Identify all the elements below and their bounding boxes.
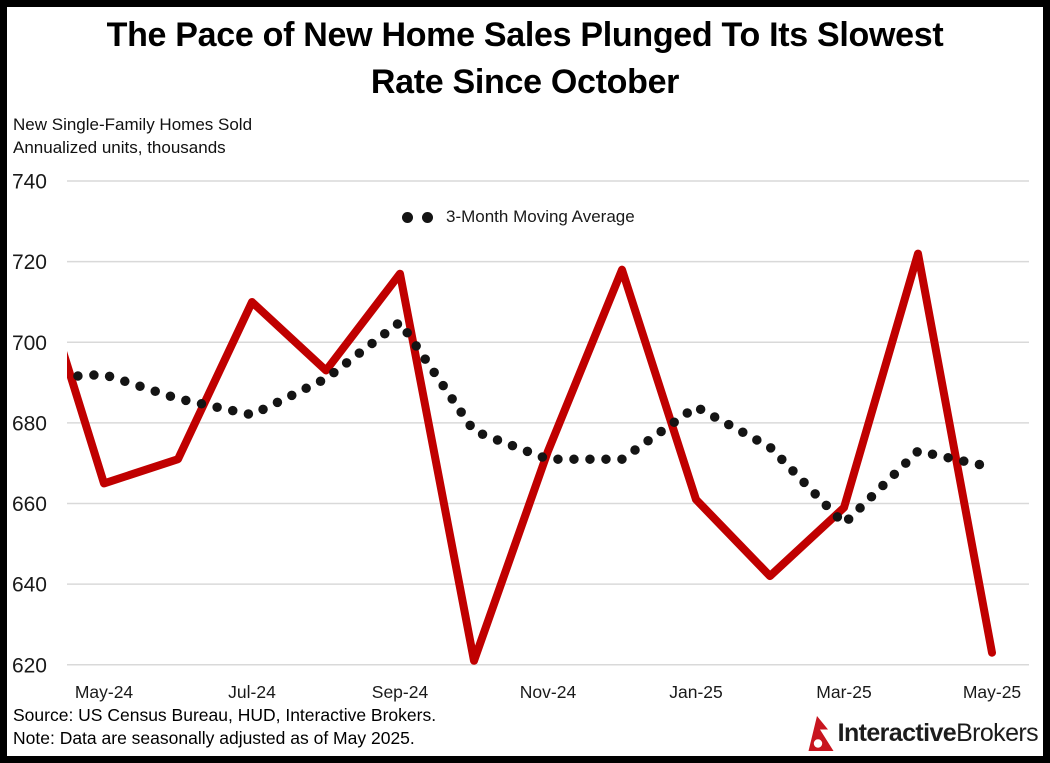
interactive-brokers-logo: InteractiveBrokers xyxy=(807,716,1039,751)
legend-moving-average: 3-Month Moving Average xyxy=(402,206,635,228)
source-note: Source: US Census Bureau, HUD, Interacti… xyxy=(13,705,437,725)
sales-line-series xyxy=(67,249,996,665)
legend-dot-icon xyxy=(422,211,433,223)
footnotes: Source: US Census Bureau, HUD, Interacti… xyxy=(13,704,436,749)
logo-wordmark: InteractiveBrokers xyxy=(837,719,1039,747)
line-chart: 620 640 660 680 700 720 740 May-24 Jul-24 Sep-24 N… xyxy=(12,171,1029,702)
chart-title-line-2: Rate Since October xyxy=(370,63,680,101)
chart-subtitle: New Single-Family Homes Sold Annualized … xyxy=(13,113,252,159)
chart-title-line-1: The Pace of New Home Sales Plunged To It… xyxy=(106,16,944,54)
x-tick-label: Jan-25 xyxy=(669,682,723,702)
x-tick-label: Nov-24 xyxy=(520,682,577,702)
legend-label: 3-Month Moving Average xyxy=(446,207,635,226)
legend-dot-icon xyxy=(402,211,413,223)
ib-spinnaker-icon xyxy=(808,716,834,751)
y-axis-tick-labels: 620 640 660 680 700 720 740 xyxy=(12,171,47,678)
gridlines xyxy=(67,180,1029,666)
subtitle-units: Annualized units, thousands xyxy=(13,138,226,157)
plot-area xyxy=(67,249,997,665)
x-tick-label: May-24 xyxy=(75,682,134,702)
adjustment-note: Note: Data are seasonally adjusted as of… xyxy=(13,727,415,748)
x-tick-label: Mar-25 xyxy=(816,682,871,702)
logo-word-brokers: Brokers xyxy=(956,719,1039,747)
y-tick-label: 700 xyxy=(12,332,47,355)
x-tick-label: May-25 xyxy=(963,682,1021,702)
moving-average-series xyxy=(67,317,997,529)
y-tick-label: 720 xyxy=(12,251,47,274)
y-tick-label: 680 xyxy=(12,412,47,435)
y-tick-label: 740 xyxy=(12,171,47,194)
x-tick-label: Jul-24 xyxy=(228,682,276,702)
x-tick-label: Sep-24 xyxy=(372,682,429,702)
y-tick-label: 640 xyxy=(12,574,47,597)
subtitle-series-name: New Single-Family Homes Sold xyxy=(13,115,253,134)
x-axis-tick-labels: May-24 Jul-24 Sep-24 Nov-24 Jan-25 Mar-25 May-… xyxy=(75,682,1021,702)
y-tick-label: 660 xyxy=(12,493,47,516)
logo-word-interactive: Interactive xyxy=(837,719,957,747)
chart-title: The Pace of New Home Sales Plunged To It… xyxy=(7,12,1043,106)
y-tick-label: 620 xyxy=(12,654,47,677)
